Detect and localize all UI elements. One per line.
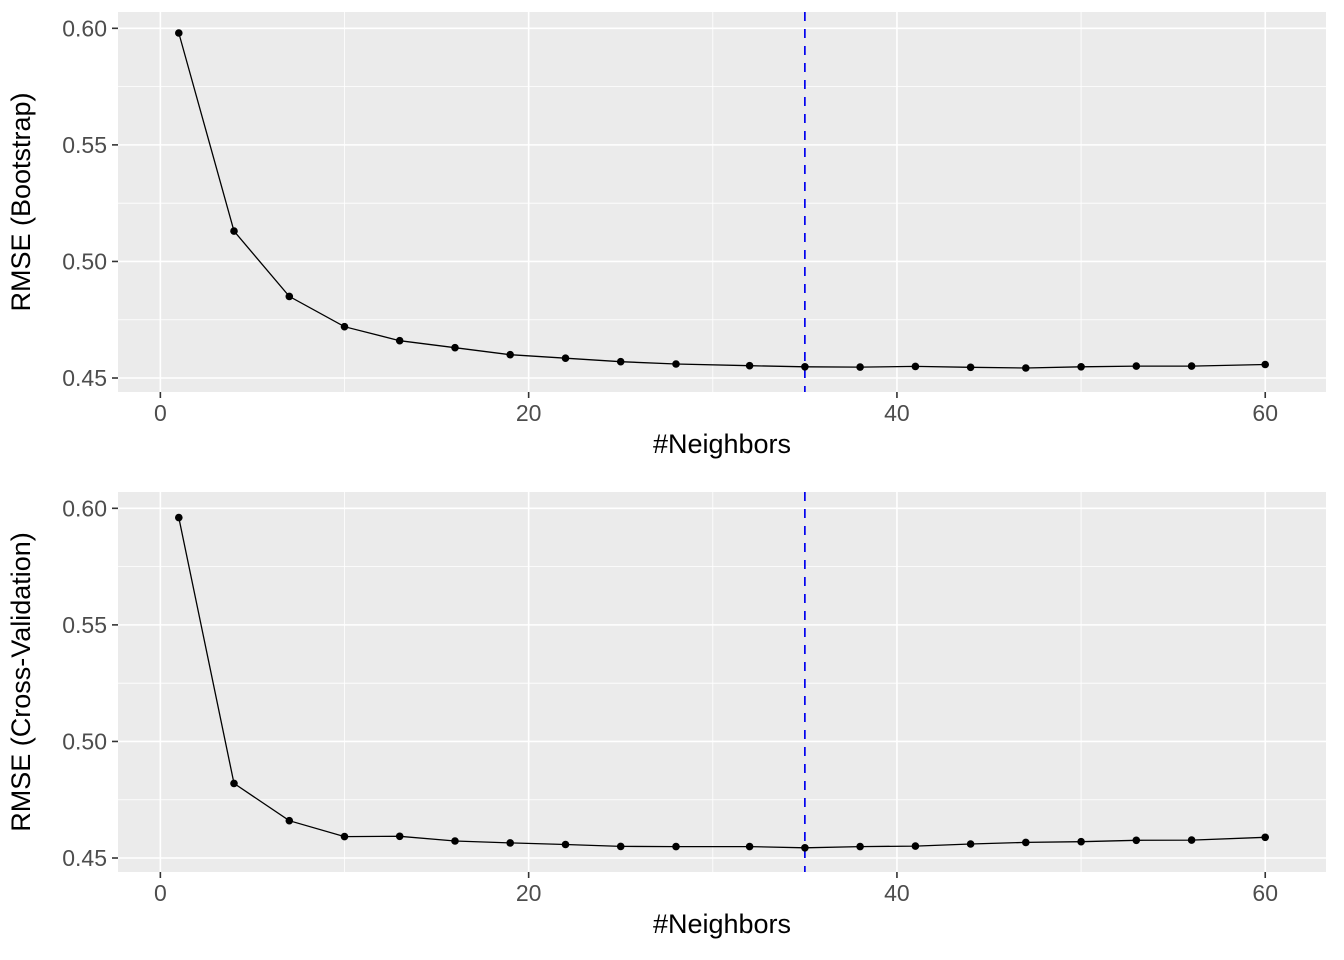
data-point [340, 832, 349, 841]
data-point [745, 842, 754, 851]
x-tick-label: 0 [154, 400, 167, 426]
data-point [672, 842, 680, 851]
data-point [285, 816, 294, 825]
x-axis-title: #Neighbors [653, 429, 791, 459]
x-tick-label: 40 [884, 880, 910, 906]
data-point [1187, 836, 1196, 844]
y-tick-label: 0.45 [62, 365, 107, 391]
data-point [1022, 364, 1030, 372]
data-point [506, 839, 514, 847]
data-point [745, 361, 754, 370]
data-point [175, 513, 183, 522]
x-tick-label: 20 [516, 880, 542, 906]
x-tick-label: 60 [1252, 400, 1278, 426]
data-point [911, 362, 920, 371]
panel-background [118, 492, 1326, 872]
data-point [616, 357, 625, 366]
data-point [1022, 838, 1030, 847]
data-point [340, 322, 349, 331]
data-point [451, 343, 459, 352]
x-tick-label: 0 [154, 880, 167, 906]
y-tick-label: 0.60 [62, 15, 107, 41]
cross-validation-rmse-chart: 0 20 40 60 0.45 0.50 0.55 0.60 #Neighbors RMSE (C… [0, 480, 1344, 960]
data-point [506, 350, 514, 359]
y-tick-label: 0.50 [62, 728, 107, 754]
x-tick-label: 20 [516, 400, 542, 426]
rmse-line [178, 32, 1266, 369]
data-point [561, 354, 570, 363]
data-point [801, 844, 809, 852]
bootstrap-rmse-chart: 0 20 40 60 0.45 0.50 0.55 0.60 #Neighbors RMSE (B… [6, 12, 1326, 459]
rmse-line [178, 517, 1266, 849]
y-tick-label: 0.45 [62, 845, 107, 871]
bootstrap-rmse-chart-svg: 0 20 40 60 0.45 0.50 0.55 0.60 #Neighbors RMSE (B… [6, 12, 1326, 459]
data-point [966, 840, 975, 848]
data-point [395, 832, 404, 841]
data-point [395, 336, 404, 345]
data-point [801, 363, 809, 371]
data-point [672, 360, 680, 368]
data-point [1261, 360, 1269, 369]
y-axis-title: RMSE (Cross-Validation) [6, 532, 36, 832]
data-point [1077, 837, 1085, 846]
y-axis-title: RMSE (Bootstrap) [6, 92, 36, 311]
data-point [1132, 362, 1141, 370]
data-point [230, 779, 238, 788]
y-tick-label: 0.55 [62, 132, 107, 158]
data-point [230, 227, 238, 235]
data-point [1077, 363, 1085, 371]
data-point [616, 842, 625, 851]
panel-background [118, 12, 1326, 392]
data-point [175, 29, 183, 37]
x-axis-title: #Neighbors [653, 909, 791, 939]
data-point [966, 363, 975, 372]
y-tick-label: 0.50 [62, 248, 107, 274]
data-point [1187, 362, 1196, 370]
data-point [285, 292, 294, 301]
data-point [451, 837, 459, 845]
data-point [1132, 836, 1141, 845]
data-point [911, 842, 920, 850]
y-tick-label: 0.60 [62, 495, 107, 521]
x-tick-label: 60 [1252, 880, 1278, 906]
data-point [856, 363, 864, 371]
data-point [561, 840, 570, 849]
y-tick-label: 0.55 [62, 612, 107, 638]
data-point [856, 842, 864, 851]
x-tick-label: 40 [884, 400, 910, 426]
cross-validation-rmse-chart-svg: 0 20 40 60 0.45 0.50 0.55 0.60 #Neighbors RMSE (C… [6, 492, 1326, 939]
data-point [1261, 833, 1269, 842]
